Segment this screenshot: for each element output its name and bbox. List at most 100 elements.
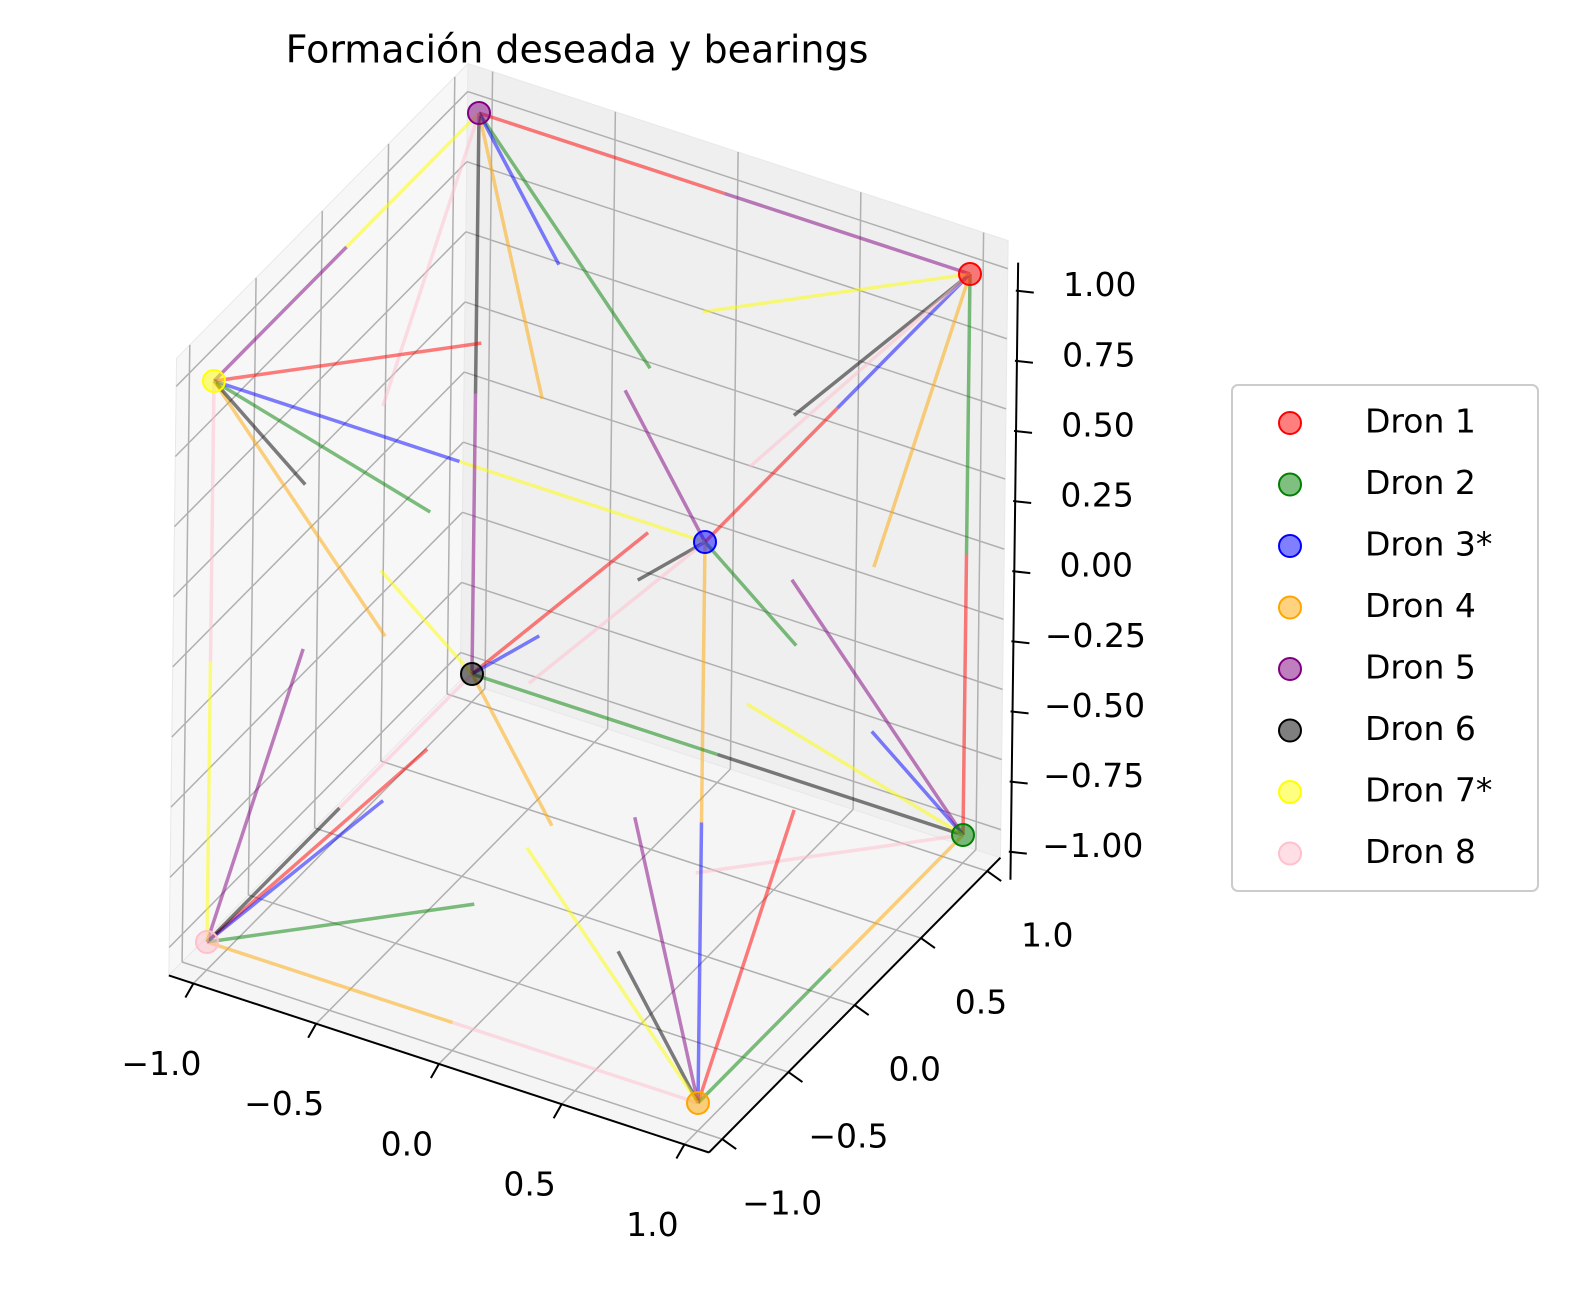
- bearing-line: [471, 672, 719, 757]
- grid-line: [463, 441, 1004, 620]
- grid-line: [173, 231, 467, 528]
- bearing-line: [696, 809, 796, 1104]
- legend-label: Dron 2: [1365, 463, 1476, 502]
- bearing-line: [470, 393, 478, 675]
- bearing-line: [478, 111, 726, 196]
- bearing-line: [212, 380, 387, 638]
- legend-marker: [1278, 472, 1302, 497]
- bearing-line: [636, 540, 706, 582]
- tick-mark: [1014, 359, 1034, 364]
- legend-marker: [1278, 657, 1302, 681]
- bearing-line: [205, 806, 341, 944]
- bearing-line: [477, 112, 561, 266]
- tick-mark: [721, 1138, 737, 1150]
- bearing-line: [790, 578, 965, 836]
- y-tick-label: 0.0: [888, 1050, 940, 1089]
- grid-line: [172, 371, 465, 668]
- drone-point: [951, 823, 975, 847]
- bearing-line: [872, 273, 972, 568]
- x-tick-label: −0.5: [244, 1084, 324, 1123]
- tick-mark: [854, 1004, 870, 1016]
- y-tick-label: 0.5: [955, 983, 1007, 1022]
- bearing-line: [205, 747, 429, 944]
- tick-mark: [552, 1103, 563, 1119]
- bearing-line: [961, 554, 969, 836]
- legend-label: Dron 7*: [1365, 771, 1492, 810]
- bearing-line: [748, 272, 972, 469]
- bearing-line: [212, 245, 348, 383]
- z-tick-label: 0.25: [1060, 476, 1133, 515]
- y-tick-label: 1.0: [1021, 916, 1073, 955]
- bearing-line: [696, 967, 832, 1105]
- legend-label: Dron 3*: [1365, 525, 1492, 564]
- bearing-line: [745, 702, 964, 837]
- drone-point: [693, 530, 717, 554]
- x-tick-label: −1.0: [121, 1044, 201, 1083]
- grid-line: [446, 693, 988, 872]
- bearing-line: [870, 730, 965, 837]
- z-tick-label: 0.00: [1060, 546, 1133, 585]
- bearing-line: [836, 272, 972, 410]
- tick-mark: [1011, 640, 1030, 645]
- bearing-line: [525, 846, 700, 1104]
- legend-box: [1231, 384, 1539, 892]
- bearing-line: [703, 406, 839, 544]
- legend-marker: [1278, 780, 1302, 804]
- bearing-line: [616, 950, 700, 1104]
- bearing-line: [473, 112, 481, 394]
- grid-line: [174, 161, 468, 458]
- z-tick-label: −0.25: [1045, 616, 1146, 655]
- tick-mark: [1015, 289, 1034, 294]
- tick-mark: [1009, 780, 1028, 785]
- bearing-line: [458, 459, 706, 544]
- legend-marker: [1278, 411, 1302, 435]
- tick-mark: [675, 1143, 686, 1159]
- bearing-line: [213, 379, 461, 464]
- y-tick-label: −0.5: [808, 1117, 888, 1156]
- tick-mark: [1012, 570, 1031, 575]
- bearing-line: [379, 569, 474, 676]
- y-axis: [708, 856, 1002, 1154]
- x-tick-label: 1.0: [626, 1205, 678, 1244]
- tick-mark: [1013, 429, 1033, 434]
- drone-point: [467, 101, 491, 125]
- bearing-line: [451, 1020, 699, 1105]
- x-tick-label: 0.0: [381, 1124, 433, 1163]
- bearing-line: [213, 341, 482, 383]
- grid-line: [466, 160, 1008, 340]
- tick-mark: [986, 870, 1002, 882]
- grid-line: [175, 91, 469, 387]
- grid-line: [460, 651, 1002, 831]
- bearing-line: [702, 272, 971, 314]
- legend-marker: [1278, 534, 1302, 558]
- z-tick-label: −1.00: [1042, 826, 1143, 865]
- x-axis: [168, 974, 710, 1154]
- bearing-line: [829, 833, 965, 971]
- bearing-line: [723, 191, 971, 276]
- bearing-line: [205, 799, 385, 944]
- grid-line: [314, 827, 855, 1006]
- grid-line: [169, 581, 463, 878]
- tick-mark: [430, 1063, 440, 1079]
- bearing-line: [964, 273, 972, 555]
- bearing-line: [477, 112, 652, 370]
- bearing-line: [206, 902, 475, 944]
- bearing-line: [205, 661, 213, 943]
- tick-mark: [307, 1023, 318, 1039]
- chart-title: Formación deseada y bearings: [286, 28, 869, 72]
- bearing-line: [527, 540, 707, 685]
- grid-line: [462, 511, 1003, 691]
- bearing-line: [381, 112, 481, 407]
- bearing-line: [470, 531, 650, 676]
- legend-label: Dron 4: [1365, 586, 1476, 625]
- legend-marker: [1278, 841, 1302, 866]
- bearing-line: [699, 541, 707, 823]
- bearing-line: [213, 379, 432, 514]
- bearing-line: [212, 379, 307, 486]
- z-axis: [1009, 262, 1020, 880]
- z-tick-label: 0.75: [1062, 335, 1135, 374]
- legend-label: Dron 6: [1365, 709, 1476, 748]
- bearing-line: [633, 816, 700, 1104]
- bearing-line: [338, 672, 474, 810]
